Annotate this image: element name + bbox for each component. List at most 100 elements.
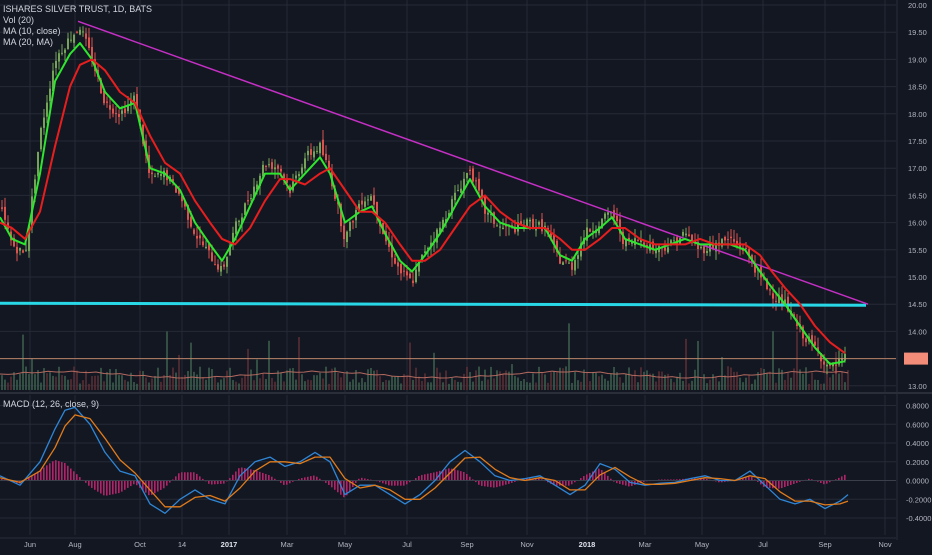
candle-body [844, 353, 846, 361]
candle-body [682, 232, 684, 236]
candle-body [727, 239, 729, 241]
volume-bar [277, 370, 279, 390]
candle-body [346, 231, 348, 243]
volume-bar [733, 371, 735, 390]
candle-body [559, 255, 561, 264]
candle-body [712, 242, 714, 249]
candle-body [397, 262, 399, 267]
histogram-bar [178, 473, 180, 481]
volume-bar [382, 382, 384, 390]
volume-bar [568, 323, 570, 390]
volume-ma-line [0, 370, 849, 379]
time-tick-label: May [338, 540, 352, 549]
candle-body [310, 149, 312, 155]
histogram-bar [721, 480, 723, 483]
candle-body [778, 295, 780, 303]
volume-bar [496, 370, 498, 390]
volume-bar [823, 383, 825, 390]
histogram-bar [220, 480, 222, 484]
histogram-bar [238, 468, 240, 481]
volume-bar [832, 374, 834, 390]
candle-body [457, 190, 459, 192]
histogram-bar [151, 480, 153, 495]
candle-body [91, 47, 93, 63]
volume-bar [511, 364, 513, 390]
legend-ma20[interactable]: MA (20, MA) [3, 37, 54, 47]
time-tick-label: Mar [281, 540, 294, 549]
candle-body [775, 300, 777, 302]
histogram-bar [133, 480, 135, 485]
volume-bar [472, 381, 474, 390]
macd-title[interactable]: MACD (12, 26, close, 9) [3, 399, 100, 409]
volume-bar [67, 379, 69, 390]
volume-bar [16, 379, 18, 390]
candle-body [424, 251, 426, 253]
volume-bar [433, 352, 435, 390]
histogram-bar [70, 468, 72, 481]
histogram-bar [421, 474, 423, 481]
volume-bar [262, 372, 264, 390]
histogram-bar [43, 467, 45, 481]
histogram-bar [286, 480, 288, 485]
volume-bar [754, 379, 756, 390]
histogram-bar [391, 480, 393, 486]
histogram-bar [616, 480, 618, 484]
volume-bar [766, 373, 768, 390]
histogram-bar [574, 480, 576, 483]
histogram-bar [97, 480, 99, 492]
volume-bar [196, 374, 198, 390]
candle-body [571, 262, 573, 270]
volume-bar [778, 368, 780, 390]
price-tick-label: 17.50 [908, 137, 927, 146]
histogram-bar [445, 469, 447, 481]
candle-body [199, 235, 201, 239]
candle-body [481, 189, 483, 199]
histogram-bar [538, 478, 540, 481]
histogram-bar [541, 479, 543, 481]
candle-body [127, 104, 129, 112]
candle-body [784, 299, 786, 306]
histogram-bar [511, 480, 513, 483]
volume-bar [454, 379, 456, 390]
candle-body [394, 258, 396, 264]
legend-ma10[interactable]: MA (10, close) [3, 26, 61, 36]
histogram-bar [301, 478, 303, 481]
macd-tick-label: 0.4000 [906, 439, 929, 448]
histogram-bar [379, 480, 381, 483]
candle-body [271, 162, 273, 169]
volume-bar [238, 383, 240, 390]
histogram-bar [817, 480, 819, 482]
volume-bar [379, 376, 381, 390]
histogram-bar [115, 480, 117, 494]
time-tick-label: May [695, 540, 709, 549]
candle-body [697, 242, 699, 250]
volume-bar [121, 375, 123, 390]
macd-tick-label: -0.2000 [906, 495, 931, 504]
legend-vol[interactable]: Vol (20) [3, 15, 35, 25]
candle-body [55, 60, 57, 69]
volume-bar [52, 375, 54, 390]
histogram-bar [64, 462, 66, 481]
volume-bar [544, 374, 546, 390]
histogram-bar [187, 472, 189, 481]
candle-body [478, 178, 480, 191]
price-tick-label: 20.00 [908, 1, 927, 10]
histogram-bar [190, 472, 192, 481]
macd-tick-label: 0.8000 [906, 402, 929, 411]
volume-bar [763, 369, 765, 390]
volume-bar [55, 376, 57, 390]
volume-bar [25, 366, 27, 390]
candle-body [445, 219, 447, 222]
histogram-bar [214, 480, 216, 485]
candle-body [259, 175, 261, 187]
price-tick-label: 17.00 [908, 164, 927, 173]
histogram-bar [589, 472, 591, 481]
histogram-bar [484, 480, 486, 487]
candle-body [280, 168, 282, 172]
volume-bar [64, 375, 66, 390]
candle-body [835, 364, 837, 366]
candle-body [388, 241, 390, 247]
volume-bar [169, 375, 171, 390]
